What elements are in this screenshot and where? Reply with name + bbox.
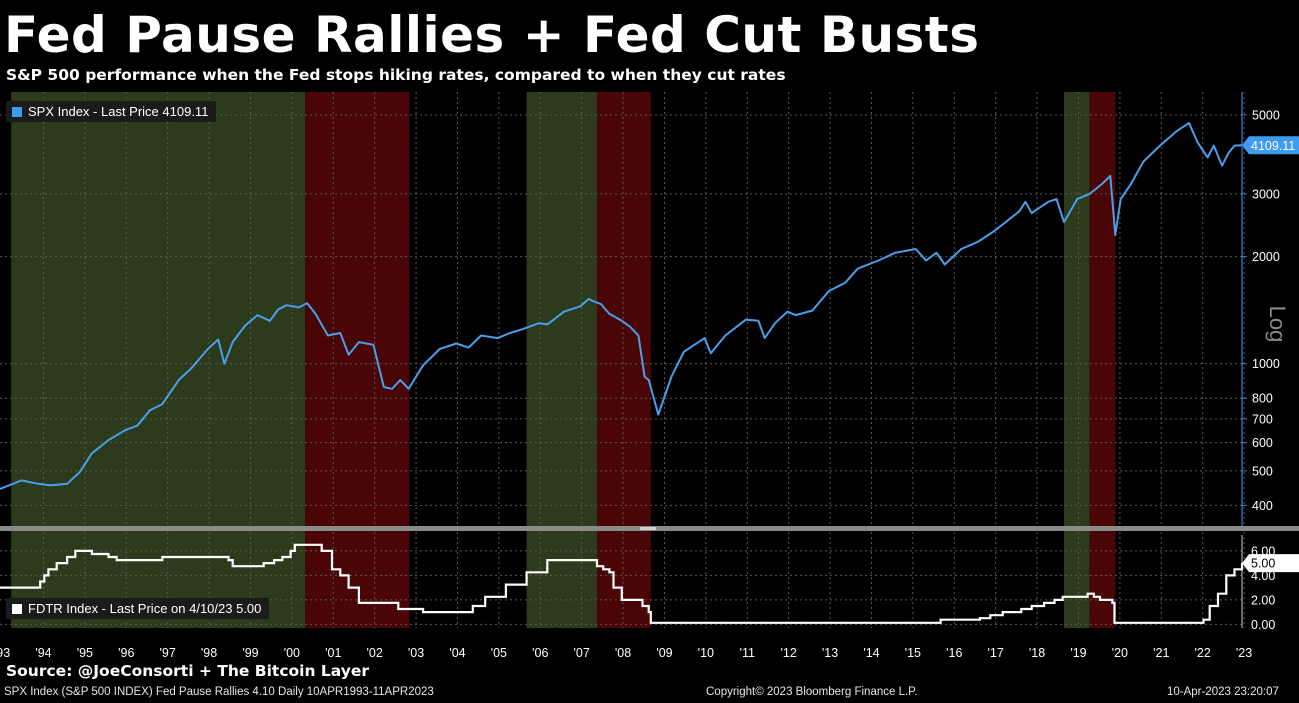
x-tick-label: '04 [449,646,465,660]
x-tick-label: '11 [740,646,755,660]
y-tick-label: 2.00 [1251,593,1275,607]
x-tick-label: '97 [160,646,176,660]
x-tick-label: '19 [1070,646,1086,660]
fdtr-last-value-label: 5.00 [1251,557,1275,571]
x-tick-label: '17 [988,646,1004,660]
cut-period-shade [305,92,410,628]
panel-divider-handle [640,527,656,530]
y-tick-label: 0.00 [1251,618,1275,632]
y-tick-label: 400 [1252,499,1273,513]
x-tick-label: '23 [1236,646,1252,660]
spx-legend-label: SPX Index - Last Price 4109.11 [28,104,209,119]
y-tick-label: 700 [1252,412,1273,426]
x-tick-label: '21 [1153,646,1169,660]
spx-legend-swatch [12,107,22,117]
x-tick-label: '20 [1112,646,1128,660]
x-tick-label: '14 [863,646,879,660]
x-tick-label: '22 [1195,646,1211,660]
x-tick-label: '93 [0,646,10,660]
footer-right: 10-Apr-2023 23:20:07 [1167,686,1279,698]
spx-series-line [0,121,1243,490]
y-tick-label: 4.00 [1251,569,1275,583]
y-tick-label: 1000 [1252,357,1280,371]
fdtr-last-value-tag [1242,554,1299,573]
spx-last-value-label: 4109.11 [1251,139,1295,153]
x-tick-label: '10 [698,646,714,660]
x-tick-label: '00 [284,646,300,660]
x-tick-label: '96 [118,646,134,660]
y-tick-label: 2000 [1252,250,1280,264]
x-tick-label: '98 [201,646,217,660]
pause-period-shade [1063,92,1090,628]
x-tick-label: '09 [656,646,672,660]
y-tick-label: 600 [1252,436,1273,450]
x-tick-label: '12 [781,646,797,660]
fdtr-series-line [0,543,1244,624]
fdtr-legend-swatch [12,604,22,614]
page-title: Fed Pause Rallies + Fed Cut Busts [4,6,980,64]
x-tick-label: '95 [77,646,93,660]
x-tick-label: '05 [491,646,507,660]
source-label: Source: @JoeConsorti + The Bitcoin Layer [6,662,370,680]
pause-period-shade [526,92,597,628]
y-tick-label: 5000 [1252,108,1280,122]
x-tick-label: '07 [574,646,590,660]
y-tick-label: 500 [1252,464,1273,478]
fdtr-legend: FDTR Index - Last Price on 4/10/23 5.00 [6,598,270,619]
x-tick-label: '02 [367,646,383,660]
y-tick-label: 800 [1252,392,1273,406]
pause-period-shade [11,92,306,628]
spx-last-value-tag [1242,136,1299,155]
chart-area: '93 '94 '95 '96 '97 '98 '99 '00 '01 '02 '03 '04 '05 '… [0,92,1299,660]
x-tick-label: '08 [615,646,631,660]
x-tick-label: '94 [35,646,51,660]
x-tick-label: '06 [532,646,548,660]
x-tick-label: '01 [325,646,341,660]
cut-period-shade [1089,92,1116,628]
fdtr-legend-label: FDTR Index - Last Price on 4/10/23 5.00 [28,601,262,616]
footer-left: SPX Index (S&P 500 INDEX) Fed Pause Rall… [4,686,434,698]
spx-legend: SPX Index - Last Price 4109.11 [6,101,217,122]
x-tick-label: '99 [242,646,258,660]
x-tick-label: '13 [822,646,838,660]
y-tick-label: 3000 [1252,187,1280,201]
x-tick-label: '03 [408,646,424,660]
page-subtitle: S&P 500 performance when the Fed stops h… [6,66,786,84]
footer-center: Copyright© 2023 Bloomberg Finance L.P. [706,686,918,698]
log-axis-label: Log [1265,306,1290,343]
x-tick-label: '15 [905,646,921,660]
x-tick-label: '18 [1029,646,1045,660]
x-tick-label: '16 [946,646,962,660]
